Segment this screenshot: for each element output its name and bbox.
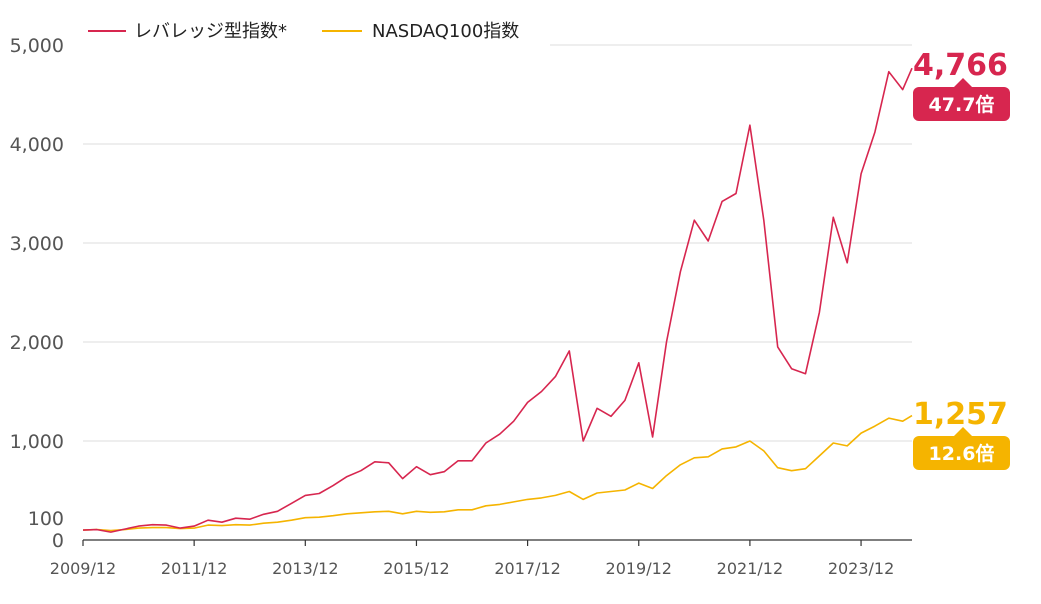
x-tick-label: 2011/12 [161, 559, 227, 578]
legend-label-nasdaq: NASDAQ100指数 [372, 21, 519, 42]
y-tick-label: 1,000 [10, 431, 64, 453]
y-tick-label: 100 [28, 508, 64, 530]
y-tick-label: 4,000 [10, 134, 64, 156]
grid-lines [83, 44, 912, 442]
x-tick-label: 2009/12 [50, 559, 116, 578]
x-axis-ticks: 2009/12 2011/12 2013/12 2015/12 2017/12 2019/… [50, 540, 894, 578]
series-line-nasdaq [82, 414, 913, 532]
y-tick-label: 0 [52, 530, 64, 552]
x-tick-label: 2019/12 [606, 559, 672, 578]
y-tick-label: 3,000 [10, 233, 64, 255]
legend-label-leverage: レバレッジ型指数* [134, 21, 287, 42]
end-value-leverage: 4,766 [913, 48, 1008, 83]
series-line-leverage [82, 67, 913, 533]
y-tick-label: 2,000 [10, 332, 64, 354]
multiple-badge [913, 87, 1010, 121]
legend: レバレッジ型指数* NASDAQ100指数 [78, 10, 550, 46]
x-tick-label: 2023/12 [828, 559, 894, 578]
x-tick-label: 2021/12 [717, 559, 783, 578]
x-tick-label: 2017/12 [494, 559, 560, 578]
badge-pointer [953, 427, 973, 437]
end-value-nasdaq: 1,257 [913, 397, 1008, 432]
multiple-badge [913, 436, 1010, 470]
end-labels: 4,766 47.7倍 1,257 12.6倍 [913, 48, 1010, 470]
y-tick-label: 5,000 [10, 35, 64, 57]
x-tick-label: 2013/12 [272, 559, 338, 578]
x-tick-label: 2015/12 [383, 559, 449, 578]
multiple-label-leverage: 47.7倍 [929, 93, 995, 116]
legend-background [78, 10, 550, 46]
badge-pointer [953, 78, 973, 88]
series-lines [82, 67, 913, 533]
multiple-label-nasdaq: 12.6倍 [929, 442, 995, 465]
